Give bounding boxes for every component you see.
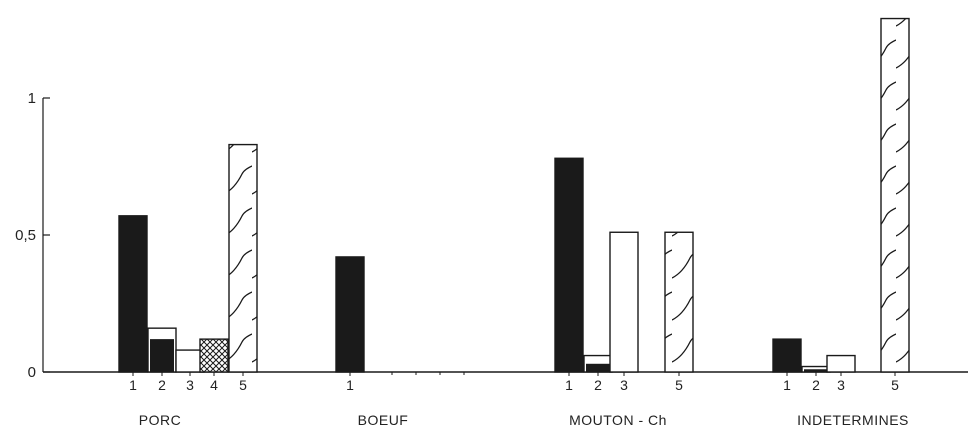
group-label: PORC [139,412,181,428]
bars [119,19,909,376]
group-label: BOEUF [358,412,409,428]
bar-wave [881,19,909,372]
bar-inner-solid [150,339,174,372]
group-label: MOUTON - Ch [569,412,667,428]
bar-number-label: 5 [675,377,683,393]
group-label: INDETERMINES [797,412,909,428]
bar-number-label: 1 [783,377,791,393]
bar-number-label: 2 [812,377,820,393]
bar-number-label: 1 [565,377,573,393]
y-tick-label: 0,5 [15,227,36,244]
bar-number-label: 2 [158,377,166,393]
bar-solid [555,158,583,372]
bar-solid [336,257,364,372]
bar-open [610,232,638,372]
bar-wave [229,145,257,372]
bar-number-label: 3 [620,377,628,393]
bar-number-label: 3 [837,377,845,393]
bar-number-label: 3 [186,377,194,393]
bar-crosshatch [200,339,228,372]
group-labels: PORC BOEUF MOUTON - Ch INDETERMINES [139,412,909,428]
y-tick-label: 0 [28,364,36,381]
bar-inner-solid [586,364,610,372]
bar-solid [119,216,147,372]
bar-number-label: 2 [594,377,602,393]
y-ticks: 00,51 [15,90,50,381]
y-tick-label: 1 [28,90,36,107]
bar-number-label: 4 [210,377,218,393]
bar-solid [773,339,801,372]
bar-open [827,356,855,372]
bar-number-label: 1 [129,377,137,393]
bar-wave [665,232,693,372]
bar-number-label: 1 [346,377,354,393]
bar-inner-solid [804,369,828,372]
bar-number-label: 5 [891,377,899,393]
bar-number-label: 5 [239,377,247,393]
y-axis [43,98,968,372]
